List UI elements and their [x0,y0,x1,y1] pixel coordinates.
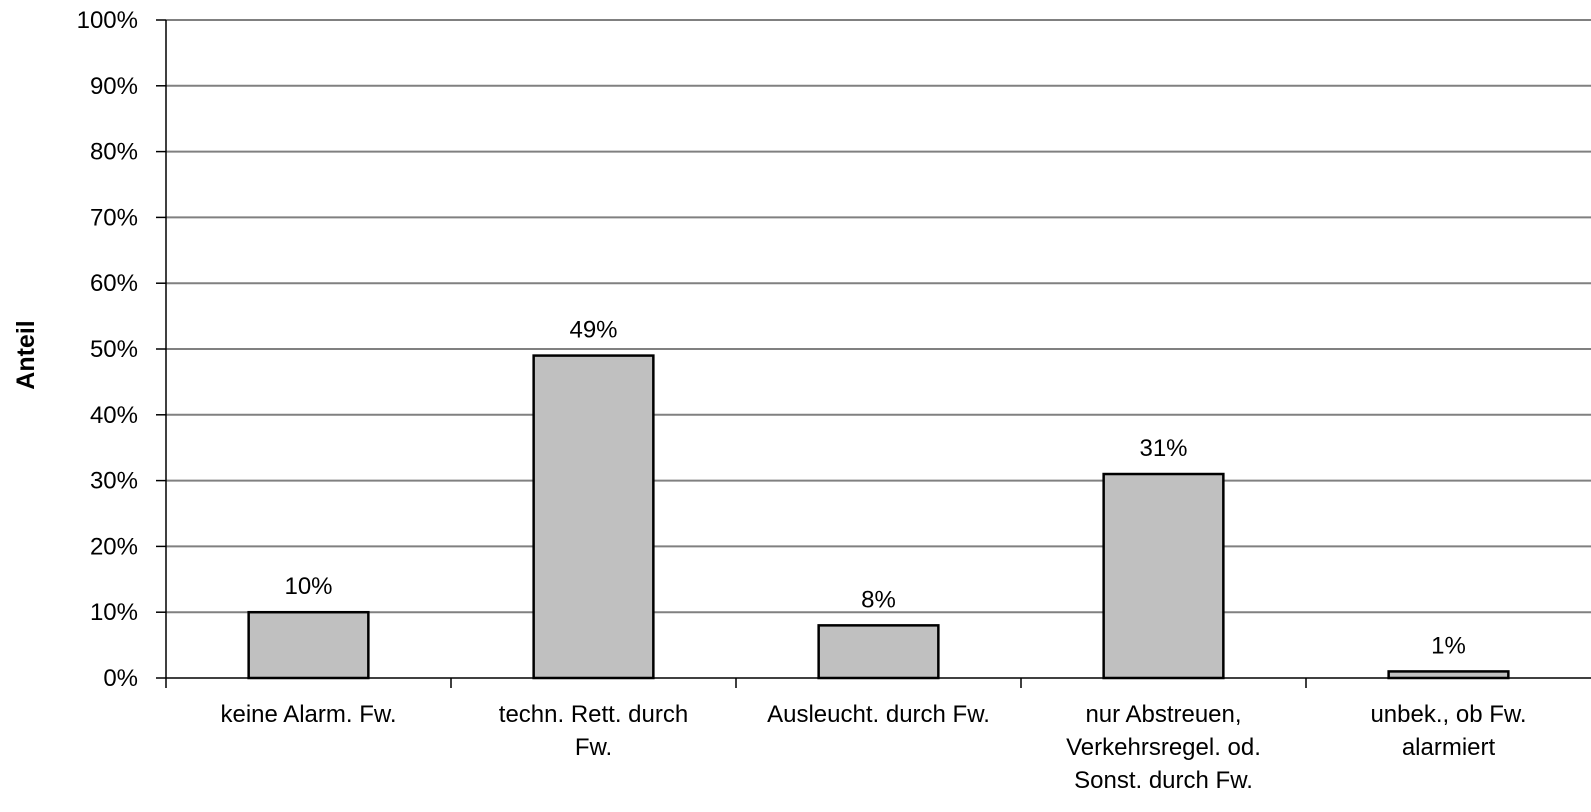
bar [247,610,370,680]
y-tick-label: 80% [90,139,138,166]
y-tick-label: 20% [90,533,138,560]
data-label: 10% [284,573,332,600]
y-tick-label: 50% [90,336,138,363]
gridlines [166,19,1591,614]
data-label: 31% [1139,435,1187,462]
x-category-label-line: Ausleucht. durch Fw. [767,701,990,728]
labels: 0% 10% 20% 30% 40% 50% 60% 70% 80% 90% 100% 10% 49% 8… [77,7,1527,794]
y-tick-label: 0% [103,665,138,692]
x-category-label: Ausleucht. durch Fw. [767,701,990,728]
x-category-label-line: keine Alarm. Fw. [220,701,396,728]
x-category-label: techn. Rett. durch Fw. [499,701,688,761]
bars [247,354,1510,680]
x-category-label-line: techn. Rett. durch [499,701,688,728]
y-tick-label: 100% [77,7,138,34]
bar [1102,472,1225,680]
y-tick-label: 40% [90,402,138,429]
axes [156,19,1591,688]
y-tick-label: 10% [90,599,138,626]
x-category-label-line: Sonst. durch Fw. [1074,767,1253,794]
data-label: 8% [861,586,896,613]
y-tick-label: 30% [90,468,138,495]
x-category-label-line: unbek., ob Fw. [1370,701,1526,728]
x-category-label: keine Alarm. Fw. [220,701,396,728]
data-label: 1% [1431,632,1466,659]
x-category-label: nur Abstreuen, Verkehrsregel. od. Sonst. d… [1066,701,1261,794]
bar [817,624,940,680]
x-category-label: unbek., ob Fw. alarmiert [1370,701,1526,761]
data-label: 49% [569,317,617,344]
bar [532,354,655,680]
x-category-label-line: nur Abstreuen, [1085,701,1241,728]
bar [1387,670,1510,680]
y-tick-label: 90% [90,73,138,100]
y-axis-title: Anteil [12,320,40,389]
x-category-label-line: alarmiert [1402,734,1496,761]
x-category-label-line: Fw. [575,734,612,761]
y-tick-label: 60% [90,270,138,297]
y-tick-label: 70% [90,204,138,231]
x-category-label-line: Verkehrsregel. od. [1066,734,1261,761]
